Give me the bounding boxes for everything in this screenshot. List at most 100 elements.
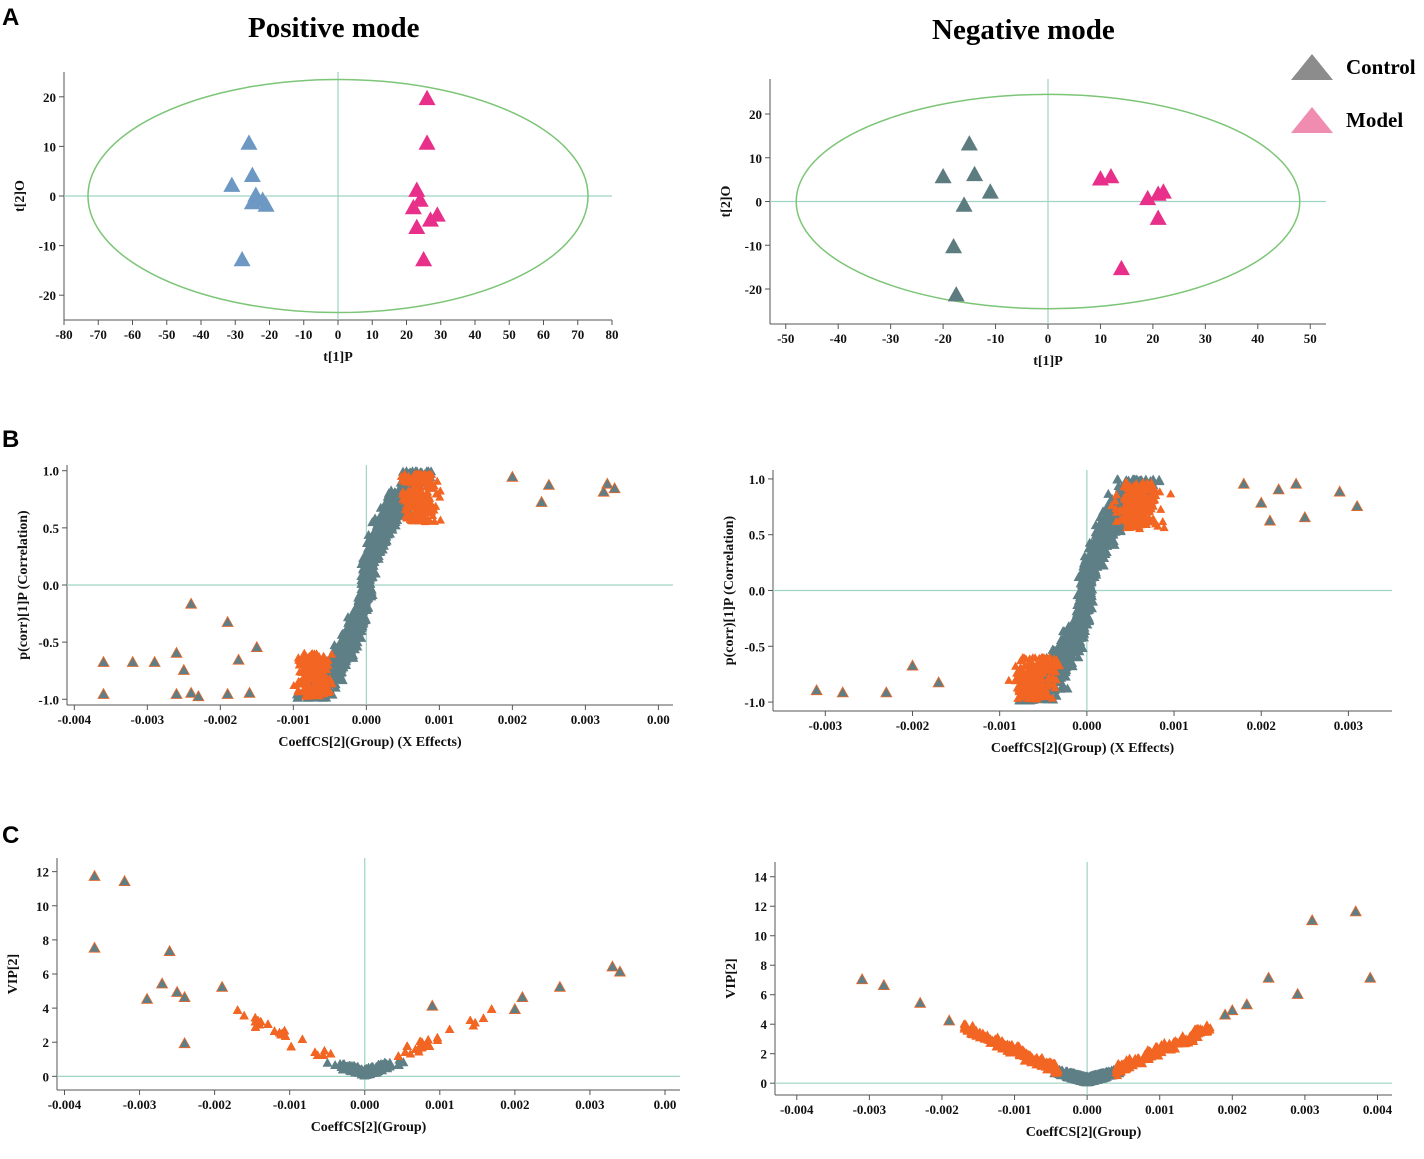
model-point: [418, 134, 436, 150]
x-tick-label: -0.001: [273, 1097, 307, 1112]
y-tick-label: -0.5: [744, 639, 765, 654]
splot-point: [1081, 558, 1092, 568]
legend-marker-control: [1291, 54, 1333, 80]
model-point: [1149, 209, 1167, 225]
model-point: [418, 89, 436, 106]
highlight-point: [1019, 653, 1029, 662]
x-tick-label: 10: [1094, 331, 1107, 346]
highlight-point: [1125, 522, 1135, 532]
outlier-point: [88, 941, 101, 953]
highlight-point: [1053, 658, 1063, 668]
model-point: [421, 211, 439, 227]
highlight-point: [253, 1016, 263, 1025]
splot-point: [1069, 614, 1080, 624]
plot-B-positive: -0.004 -0.003 -0.002 -0.001 0.000 0.001 0.002 0…: [16, 464, 673, 750]
highlight-point: [1031, 685, 1041, 694]
highlight-point: [406, 493, 416, 502]
outlier-point: [1263, 514, 1277, 526]
highlight-point: [320, 659, 330, 668]
highlight-point: [263, 1019, 273, 1028]
outlier-point: [1333, 485, 1346, 497]
x-tick-label: 0.002: [498, 712, 527, 727]
x-tick-label: 20: [1146, 331, 1159, 346]
y-tick-label: 0: [756, 195, 763, 210]
y-tick-label: -20: [39, 288, 56, 303]
x-tick-label: 0.001: [1145, 1102, 1174, 1117]
control-point: [966, 165, 984, 182]
plot-C-positive: -0.004 -0.003 -0.002 -0.001 0.000 0.001 0.002 0…: [6, 858, 680, 1135]
outlier-point: [597, 485, 610, 497]
splot-point: [364, 570, 375, 580]
highlight-point: [1022, 669, 1032, 678]
splot-point: [1106, 528, 1117, 538]
highlight-point: [1119, 493, 1129, 502]
splot-point: [1072, 628, 1083, 638]
highlight-point: [1011, 661, 1021, 670]
outlier-point: [1237, 477, 1250, 489]
highlight-point: [312, 669, 322, 678]
highlight-point: [1111, 490, 1121, 499]
highlight-point: [427, 479, 437, 488]
x-tick-label: 80: [606, 327, 619, 342]
panel-label-a: A: [2, 4, 20, 31]
y-tick-label: 12: [36, 865, 49, 880]
splot-point: [1102, 540, 1113, 550]
legend-item-control: Control: [1290, 52, 1416, 82]
y-tick-label: 12: [754, 899, 767, 914]
highlight-point: [298, 686, 308, 695]
x-tick-label: 0.004: [1363, 1102, 1393, 1117]
splot-point: [1112, 474, 1123, 484]
x-tick-label: 0.003: [1290, 1102, 1320, 1117]
splot-point: [1056, 643, 1067, 653]
y-tick-label: 10: [754, 929, 767, 944]
highlight-point: [1126, 495, 1136, 505]
splot-point: [345, 629, 356, 639]
y-axis-label: t[2]O: [719, 185, 734, 217]
x-tick-label: -0.003: [809, 718, 843, 733]
highlight-point: [435, 515, 445, 524]
highlight-point: [423, 514, 433, 523]
model-point: [1139, 189, 1157, 206]
highlight-point: [1146, 478, 1156, 487]
y-tick-label: 10: [43, 139, 56, 154]
highlight-point: [400, 1047, 410, 1056]
highlight-point: [1126, 487, 1136, 496]
x-tick-label: 0.00: [647, 712, 670, 727]
model-point: [1112, 259, 1130, 276]
legend-label-model: Model: [1346, 107, 1404, 132]
x-tick-label: 60: [537, 327, 550, 342]
y-tick-label: 0: [50, 189, 57, 204]
vplot-point: [369, 1067, 380, 1077]
splot-point: [345, 639, 356, 649]
highlight-point: [413, 516, 423, 525]
y-tick-label: 0: [43, 1069, 50, 1084]
y-tick-label: 0.0: [43, 578, 59, 593]
outlier-point: [606, 960, 619, 972]
outlier-point: [613, 965, 627, 977]
splot-point: [1057, 680, 1068, 690]
splot-point: [1082, 566, 1093, 576]
splot-point: [385, 494, 396, 504]
control-point: [223, 176, 241, 192]
splot-point: [386, 501, 397, 511]
y-tick-label: 0.0: [749, 584, 765, 599]
splot-point: [1060, 671, 1071, 681]
outlier-point: [221, 615, 234, 627]
x-tick-label: -0.002: [198, 1097, 232, 1112]
highlight-point: [1018, 665, 1028, 674]
outlier-point: [148, 655, 161, 667]
highlight-point: [294, 655, 304, 664]
highlight-point: [1125, 482, 1135, 491]
highlight-point: [302, 652, 312, 661]
splot-point: [360, 564, 371, 574]
x-tick-label: 0.00: [654, 1097, 677, 1112]
x-tick-label: 0: [1045, 331, 1052, 346]
highlight-point: [302, 662, 312, 671]
x-tick-label: 0.002: [500, 1097, 529, 1112]
highlight-point: [269, 1026, 279, 1035]
vplot-point: [393, 1059, 404, 1069]
outlier-point: [170, 985, 184, 997]
y-axis-label: VIP[2]: [724, 958, 739, 998]
x-tick-label: 0.001: [425, 712, 454, 727]
outlier-point: [178, 1036, 191, 1049]
